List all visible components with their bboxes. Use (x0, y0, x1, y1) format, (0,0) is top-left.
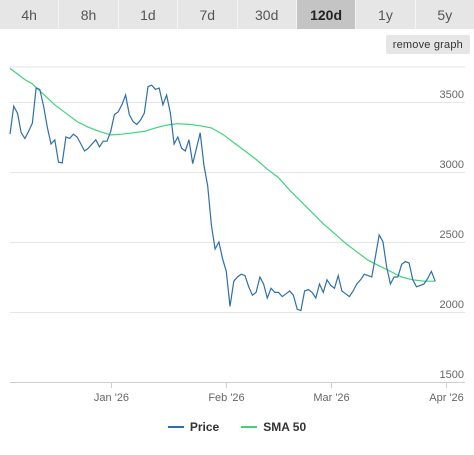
y-tick-label-2500: 2500 (440, 229, 464, 241)
remove-graph-button[interactable]: remove graph (385, 35, 470, 54)
tab-30d[interactable]: 30d (238, 0, 297, 29)
tab-4h[interactable]: 4h (0, 0, 60, 29)
y-tick-label-3000: 3000 (440, 159, 464, 171)
legend-item-price[interactable]: Price (167, 420, 220, 434)
tab-1d[interactable]: 1d (119, 0, 179, 29)
tab-7d[interactable]: 7d (178, 0, 238, 29)
y-tick-label-2000: 2000 (440, 299, 464, 311)
x-tick-label-3: Apr '26 (429, 392, 464, 404)
sma-50-series-line (9, 67, 436, 282)
legend-swatch-price (167, 426, 184, 428)
legend-label-price: Price (189, 420, 220, 434)
price-series-line (9, 84, 436, 312)
chart-legend: Price SMA 50 (0, 420, 474, 434)
grid-lines (10, 66, 465, 383)
x-tick-label-2: Mar '26 (313, 392, 349, 404)
y-tick-label-3500: 3500 (440, 89, 464, 101)
tab-5y[interactable]: 5y (437, 6, 453, 23)
y-tick-label-1500: 1500 (440, 369, 464, 381)
y-axis-tick-labels: 1500 2000 2500 3000 3500 (440, 89, 464, 381)
legend-label-sma-50: SMA 50 (263, 420, 307, 434)
price-chart: 1500 2000 2500 3000 3500 Jan '26 Feb '26 Mar '… (9, 66, 465, 404)
x-tick-label-1: Feb '26 (208, 392, 244, 404)
legend-item-sma-50[interactable]: SMA 50 (241, 420, 306, 434)
legend-swatch-sma-50 (241, 426, 258, 428)
x-axis-ticks: Jan '26 Feb '26 Mar '26 Apr '26 (94, 382, 464, 404)
tab-8h[interactable]: 8h (59, 0, 119, 29)
tab-120d[interactable]: 120d (296, 0, 357, 29)
tab-1y[interactable]: 1y (356, 0, 416, 29)
x-tick-label-0: Jan '26 (94, 392, 129, 404)
timeframe-tabs: 4h 8h 1d 7d 30d 120d 1y 5y (0, 0, 474, 29)
